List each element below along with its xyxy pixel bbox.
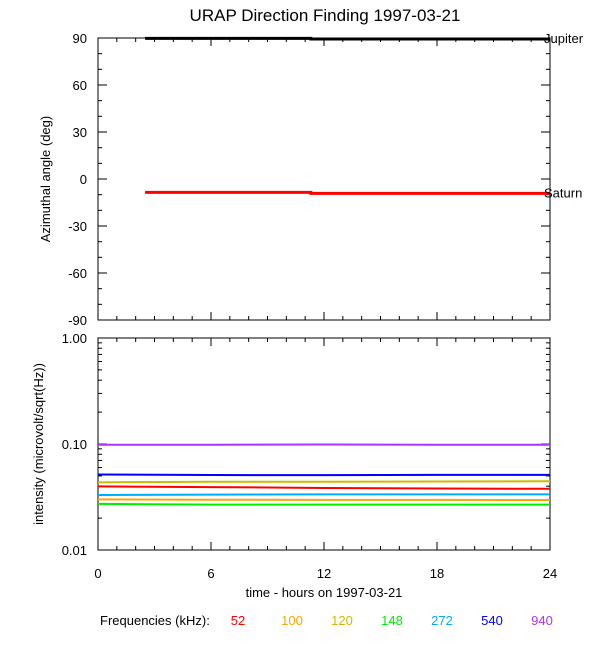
legend-item-52: 52 — [231, 613, 245, 628]
series-line-saturn — [145, 190, 550, 195]
frequency-legend: Frequencies (kHz): 52 100 120 148 272 540 940 — [100, 613, 553, 628]
y-tick-label: -60 — [68, 266, 87, 281]
y-tick-label: -90 — [68, 313, 87, 328]
top-y-axis-label: Azimuthal angle (deg) — [38, 116, 53, 242]
legend-item-120: 120 — [331, 613, 353, 628]
y-tick-label: -30 — [68, 219, 87, 234]
x-axis-label: time - hours on 1997-03-21 — [246, 585, 403, 600]
x-tick-label: 24 — [543, 566, 557, 581]
series-line-jupiter — [145, 36, 550, 41]
x-tick-label: 18 — [430, 566, 444, 581]
top-axes: 90 60 30 0 -30 -60 -90 — [68, 31, 551, 328]
x-tick-label: 12 — [317, 566, 331, 581]
y-tick-label: 30 — [73, 125, 87, 140]
series-line-540-khz — [97, 473, 550, 477]
bottom-series — [97, 443, 551, 506]
legend-item-148: 148 — [381, 613, 403, 628]
x-tick-label: 0 — [94, 566, 101, 581]
x-tick-label: 6 — [207, 566, 214, 581]
y-tick-label: 60 — [73, 78, 87, 93]
legend-item-272: 272 — [431, 613, 453, 628]
series-line-148-khz — [97, 502, 550, 506]
y-tick-label: 0.01 — [62, 543, 87, 558]
top-plot-frame — [97, 37, 551, 321]
top-series: Jupiter Saturn — [145, 31, 584, 200]
bottom-y-axis-label: intensity (microvolt/sqrt(Hz)) — [31, 363, 46, 525]
y-tick-label: 1.00 — [62, 331, 87, 346]
y-tick-label: 0.10 — [62, 437, 87, 452]
legend-prefix: Frequencies (kHz): — [100, 613, 210, 628]
legend-item-100: 100 — [281, 613, 303, 628]
series-line-120-khz — [97, 480, 551, 484]
series-label-saturn: Saturn — [544, 185, 582, 200]
series-line-52-khz — [97, 485, 551, 490]
series-label-jupiter: Jupiter — [544, 31, 584, 46]
series-line-100-khz — [97, 498, 551, 502]
series-line-272-khz — [97, 493, 550, 497]
legend-item-940: 940 — [531, 613, 553, 628]
legend-item-540: 540 — [481, 613, 503, 628]
y-tick-label: 90 — [73, 31, 87, 46]
y-tick-label: 0 — [80, 172, 87, 187]
chart-title: URAP Direction Finding 1997-03-21 — [190, 6, 461, 25]
bottom-axes: 0 6 12 18 24 1.00 0.10 0.01 — [62, 331, 558, 581]
